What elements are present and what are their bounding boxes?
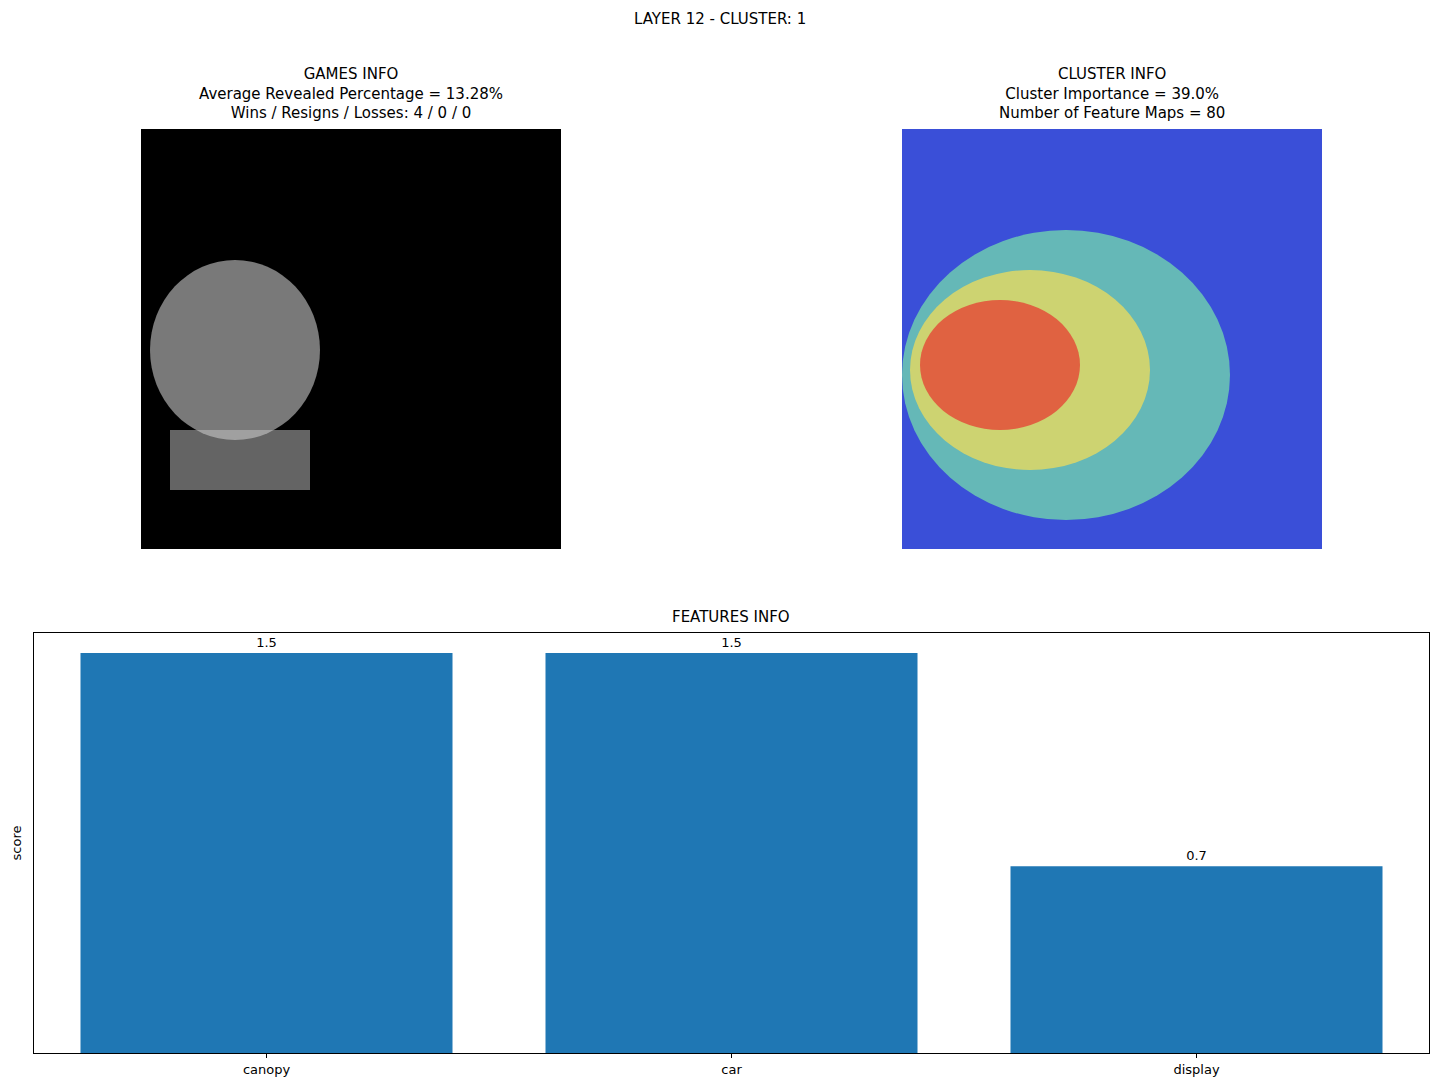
svg-text:car: car (721, 1062, 742, 1077)
svg-text:score: score (9, 826, 24, 861)
svg-text:GAMES INFOAverage Revealed Per: GAMES INFOAverage Revealed Percentage = … (199, 65, 503, 122)
svg-text:LAYER 12 - CLUSTER: 1: LAYER 12 - CLUSTER: 1 (634, 10, 806, 28)
svg-text:FEATURES INFO: FEATURES INFO (672, 608, 790, 626)
svg-text:canopy: canopy (243, 1062, 291, 1077)
svg-text:CLUSTER INFOCluster Importance: CLUSTER INFOCluster Importance = 39.0%Nu… (999, 65, 1225, 122)
svg-text:1.5: 1.5 (256, 635, 277, 650)
svg-text:1.5: 1.5 (721, 635, 742, 650)
svg-text:0.7: 0.7 (1186, 848, 1207, 863)
svg-text:display: display (1173, 1062, 1219, 1077)
